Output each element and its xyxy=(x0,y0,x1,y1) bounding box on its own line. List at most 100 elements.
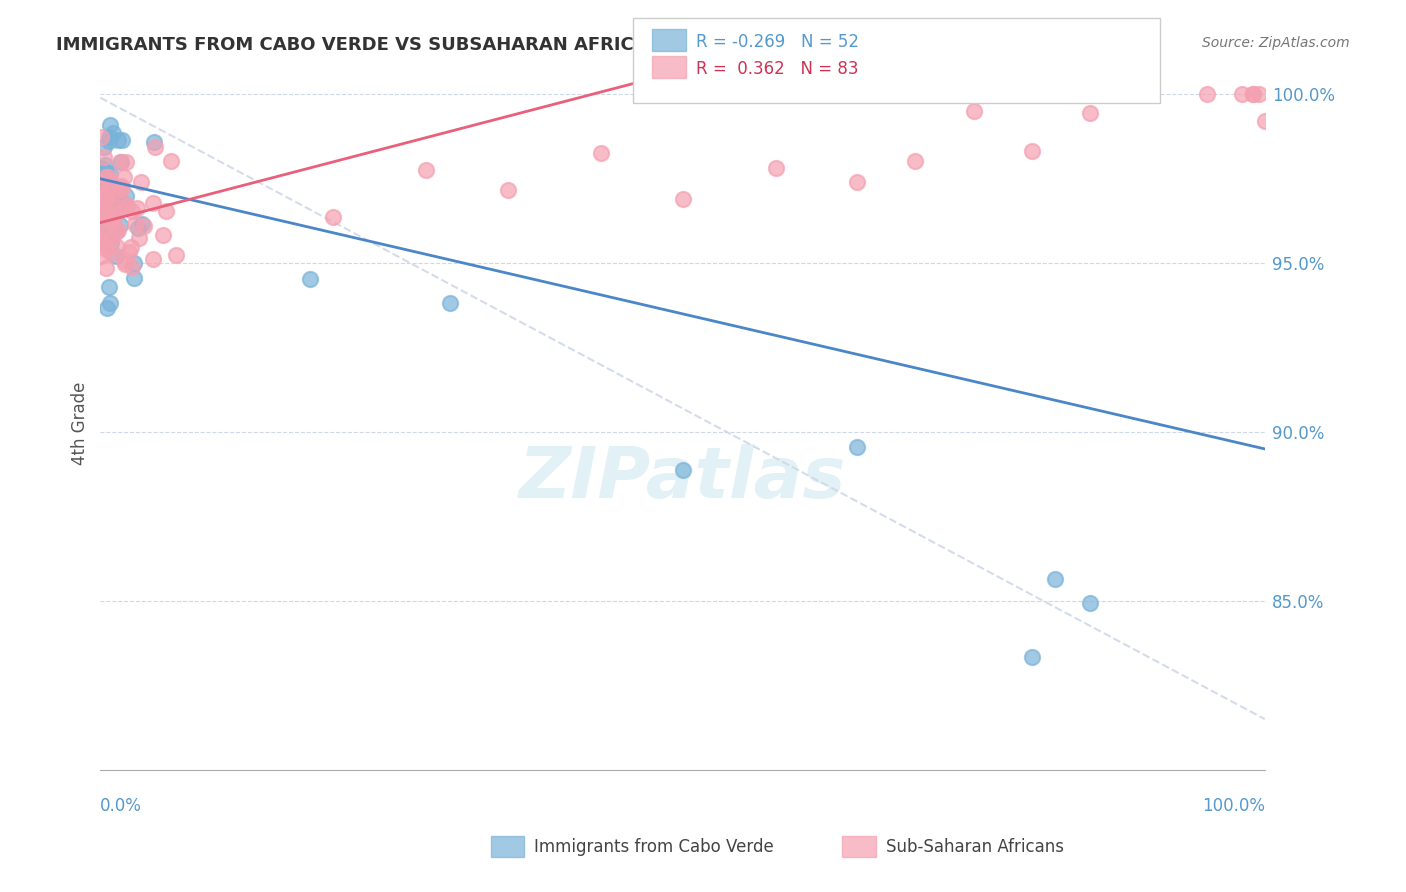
Point xyxy=(132,219,155,233)
Point xyxy=(98,296,121,310)
Point xyxy=(100,245,122,260)
Point xyxy=(765,161,787,176)
Point xyxy=(111,202,134,216)
Point xyxy=(963,103,986,118)
Point xyxy=(93,140,115,154)
Point xyxy=(93,162,115,177)
Point xyxy=(124,218,146,232)
Point xyxy=(1021,650,1043,665)
Point xyxy=(96,242,118,256)
Point xyxy=(125,202,148,216)
Point xyxy=(114,189,136,203)
Point xyxy=(93,200,115,214)
Text: IMMIGRANTS FROM CABO VERDE VS SUBSAHARAN AFRICAN 4TH GRADE CORRELATION CHART: IMMIGRANTS FROM CABO VERDE VS SUBSAHARAN… xyxy=(56,36,1007,54)
Point xyxy=(90,183,112,197)
Point xyxy=(97,196,120,211)
Point xyxy=(1045,572,1067,586)
Point xyxy=(89,235,111,250)
Text: Source: ZipAtlas.com: Source: ZipAtlas.com xyxy=(1202,36,1350,50)
Point xyxy=(846,175,869,189)
Point xyxy=(98,214,121,228)
Point xyxy=(90,249,112,263)
Point xyxy=(96,183,118,197)
Point xyxy=(90,215,112,229)
Text: ZIPatlas: ZIPatlas xyxy=(519,444,846,514)
Point xyxy=(496,183,519,197)
Point xyxy=(110,155,132,169)
Point xyxy=(90,177,112,191)
Point xyxy=(105,189,128,203)
Point xyxy=(90,130,112,145)
Text: Immigrants from Cabo Verde: Immigrants from Cabo Verde xyxy=(534,838,775,855)
Point xyxy=(105,224,128,238)
Point xyxy=(100,227,122,242)
Point xyxy=(904,153,927,168)
Point xyxy=(90,187,112,202)
Point xyxy=(94,260,117,275)
Point xyxy=(152,228,174,243)
Point xyxy=(101,209,124,223)
Point xyxy=(1021,144,1043,158)
Point xyxy=(105,240,128,254)
Point xyxy=(93,188,115,202)
Point xyxy=(1241,87,1264,102)
Point xyxy=(121,203,143,218)
Point xyxy=(118,244,141,259)
Point xyxy=(98,195,121,210)
Point xyxy=(104,249,127,263)
Point xyxy=(439,295,461,310)
Point xyxy=(91,236,114,251)
Y-axis label: 4th Grade: 4th Grade xyxy=(72,382,89,466)
Point xyxy=(103,211,125,225)
Point xyxy=(100,195,122,210)
Point xyxy=(93,150,115,164)
Point xyxy=(96,205,118,219)
Point xyxy=(114,197,136,211)
Point xyxy=(96,196,118,211)
Point xyxy=(1241,87,1264,102)
Text: Sub-Saharan Africans: Sub-Saharan Africans xyxy=(886,838,1064,855)
Point xyxy=(96,177,118,191)
Point xyxy=(98,207,121,221)
Text: R = -0.269   N = 52: R = -0.269 N = 52 xyxy=(696,33,859,51)
Point xyxy=(97,214,120,228)
Point xyxy=(115,199,138,213)
Point xyxy=(101,229,124,244)
Point xyxy=(112,170,135,185)
Text: 100.0%: 100.0% xyxy=(1202,797,1265,814)
Point xyxy=(142,195,165,210)
Point xyxy=(142,135,165,149)
Point xyxy=(91,202,114,217)
Point xyxy=(94,165,117,179)
Point xyxy=(94,158,117,172)
Point xyxy=(90,235,112,249)
Point xyxy=(1254,114,1277,128)
Point xyxy=(322,210,344,224)
Point xyxy=(160,153,183,168)
Point xyxy=(1230,87,1253,102)
Point xyxy=(128,231,150,245)
Point xyxy=(96,187,118,202)
Point xyxy=(1137,87,1160,102)
Point xyxy=(1078,596,1101,610)
Point xyxy=(108,218,131,232)
Point xyxy=(107,223,129,237)
Point xyxy=(97,170,120,185)
Point xyxy=(103,187,125,202)
Point xyxy=(93,182,115,196)
Point xyxy=(96,301,118,315)
Point xyxy=(98,167,121,181)
Point xyxy=(97,134,120,148)
Point xyxy=(110,179,132,194)
Point xyxy=(129,175,152,189)
Point xyxy=(96,196,118,211)
Point xyxy=(143,140,166,154)
Point xyxy=(97,210,120,224)
Point xyxy=(142,252,165,266)
Point xyxy=(112,195,135,210)
Point xyxy=(1195,87,1218,102)
Point xyxy=(122,256,145,270)
Point xyxy=(96,169,118,184)
Point xyxy=(90,219,112,234)
Point xyxy=(112,254,135,268)
